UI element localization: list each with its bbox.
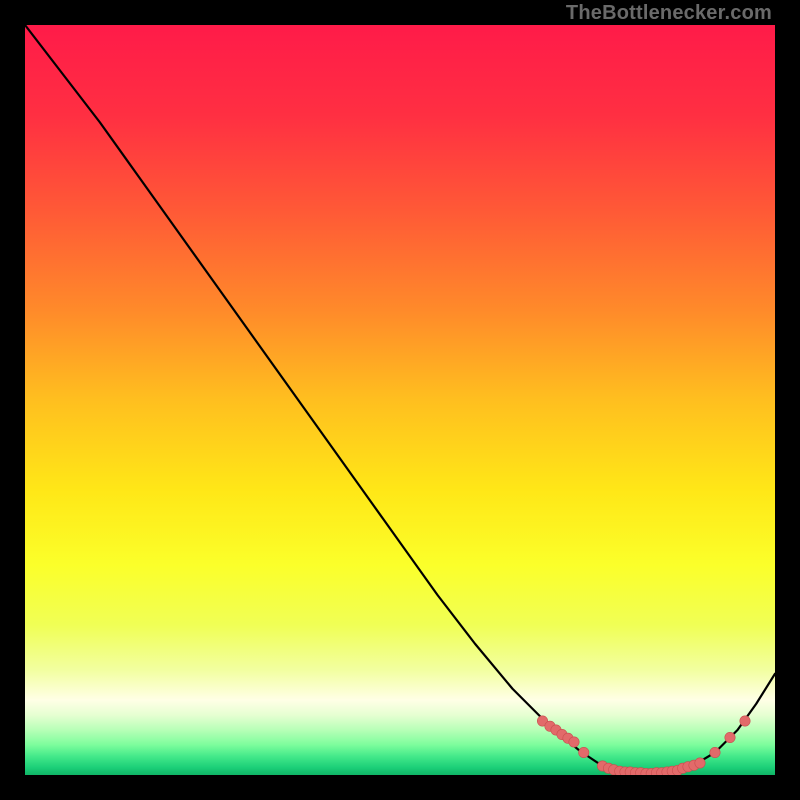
curve-marker: [710, 747, 720, 757]
chart-viewport: TheBottlenecker.com: [0, 0, 800, 800]
watermark-text: TheBottlenecker.com: [566, 2, 772, 25]
curve-marker: [569, 737, 579, 747]
curve-marker: [725, 732, 735, 742]
curve-layer: [25, 25, 775, 775]
bottleneck-curve: [25, 25, 775, 774]
marker-group: [537, 716, 750, 775]
curve-marker: [740, 716, 750, 726]
curve-marker: [579, 747, 589, 757]
plot-area: [25, 25, 775, 775]
curve-marker: [695, 758, 705, 768]
